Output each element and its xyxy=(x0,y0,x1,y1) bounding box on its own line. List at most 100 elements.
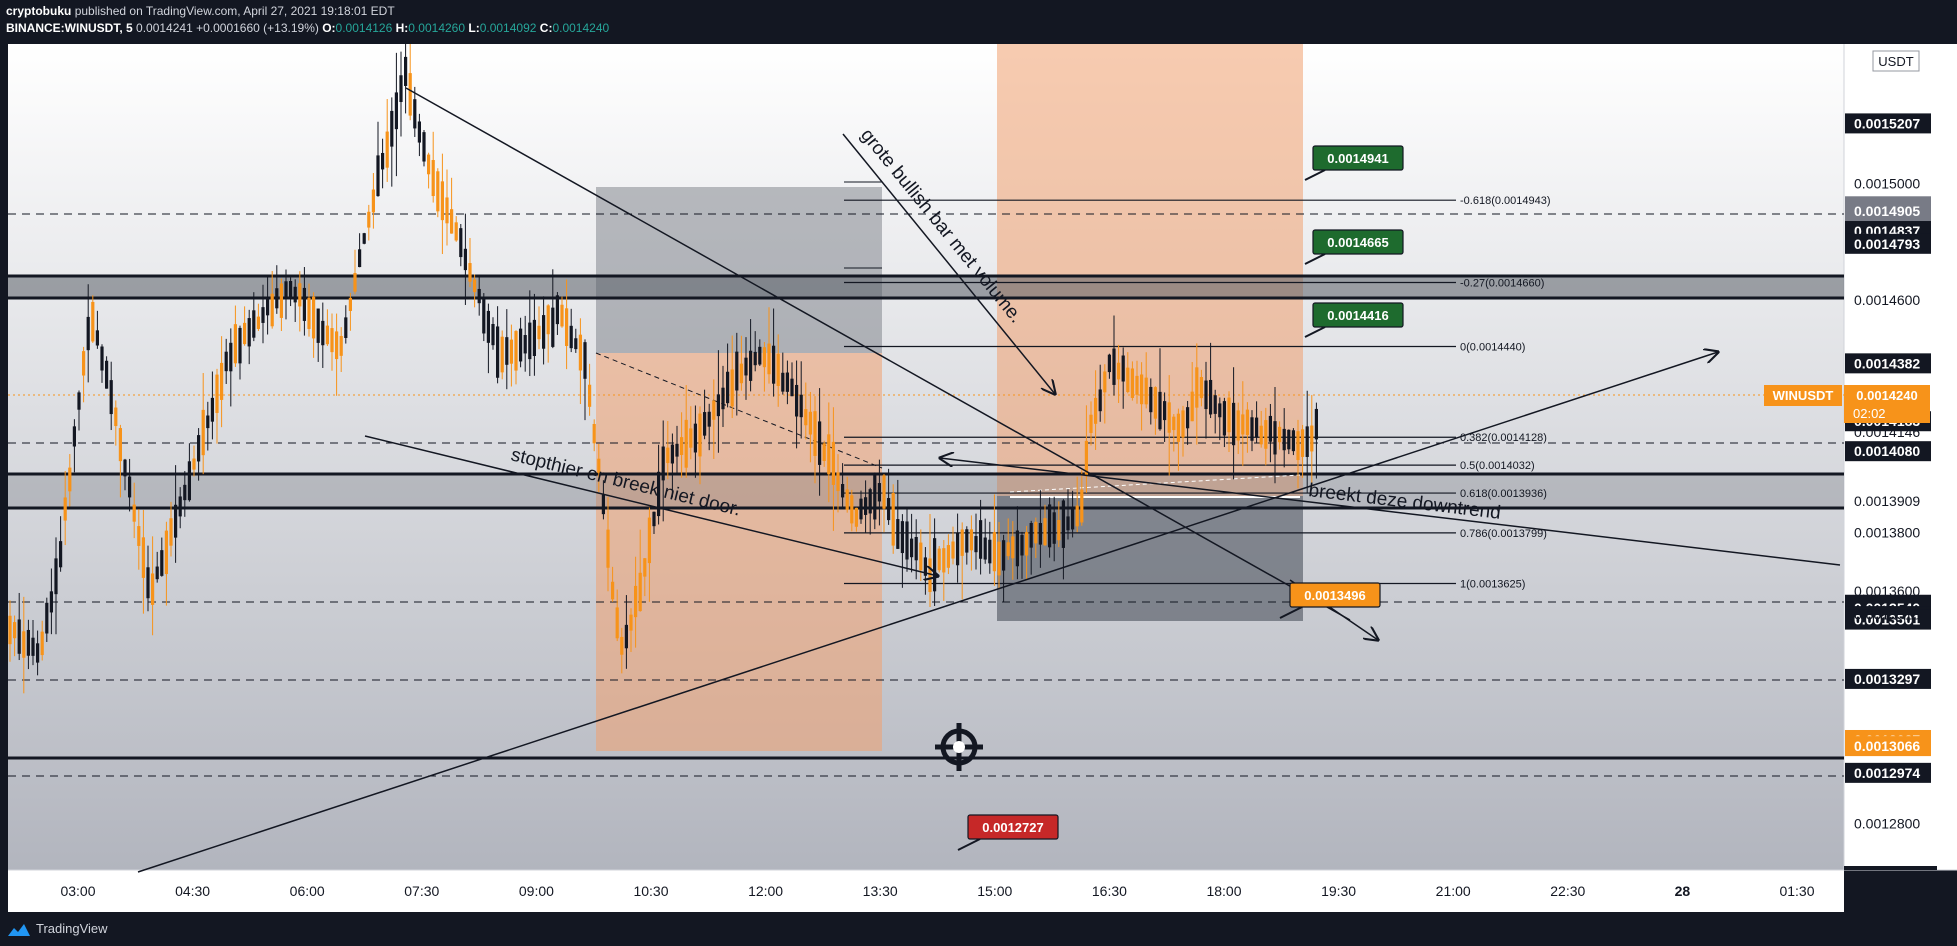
orange-zone-left xyxy=(596,353,882,751)
price-chart[interactable]: -0.618(0.0014943) -0.27(0.0014660) 0(0.001… xyxy=(0,44,1957,912)
time-tick-label: 01:30 xyxy=(1779,883,1814,899)
candle-down xyxy=(900,521,904,554)
candle-up xyxy=(1126,367,1130,393)
candle-up xyxy=(611,581,615,600)
candle-down xyxy=(956,533,960,566)
candlestick-series[interactable] xyxy=(8,44,1318,694)
candle-up xyxy=(1140,374,1144,405)
candle-down xyxy=(261,307,265,323)
candle-down xyxy=(486,310,490,343)
candle-up xyxy=(367,211,371,228)
candle-up xyxy=(114,407,118,427)
candle-down xyxy=(933,538,937,592)
fib-level-label: -0.618(0.0014943) xyxy=(1460,195,1551,207)
candle-down xyxy=(868,489,872,514)
callout-pointer xyxy=(1304,253,1326,265)
callout-box[interactable] xyxy=(967,814,1059,840)
candle-up xyxy=(1103,371,1107,393)
candle-up xyxy=(992,532,996,572)
bullish-bar-arrow[interactable] xyxy=(842,133,1055,394)
bar-countdown: 02:02 xyxy=(1853,406,1886,421)
candle-down xyxy=(569,325,573,349)
last-value: 0.0014241 xyxy=(136,21,193,35)
candle-down xyxy=(532,319,536,356)
crosshair-target-icon[interactable] xyxy=(935,723,983,771)
candle-up xyxy=(546,305,550,335)
symbol-label[interactable]: BINANCE:WINUSDT, 5 xyxy=(6,21,133,35)
candle-down xyxy=(72,426,76,447)
candle-up xyxy=(353,272,357,292)
time-tick-label: 22:30 xyxy=(1550,883,1585,899)
price-label: 0.0013501 xyxy=(1854,612,1920,628)
time-axis[interactable] xyxy=(8,870,1844,912)
time-tick-label: 15:00 xyxy=(977,883,1012,899)
candle-up xyxy=(1025,532,1029,556)
candle-down xyxy=(45,602,49,634)
time-tick-label: 03:00 xyxy=(60,883,95,899)
callout-box[interactable] xyxy=(1312,229,1404,255)
candle-down xyxy=(1273,421,1277,455)
price-label: 0.0014905 xyxy=(1854,203,1920,219)
price-label-bg xyxy=(1845,201,1931,222)
candle-up xyxy=(854,507,858,527)
tradingview-brand[interactable]: TradingView xyxy=(8,921,108,936)
candle-up xyxy=(13,622,17,639)
candle-down xyxy=(77,392,81,410)
candle-up xyxy=(169,518,173,546)
candle-up xyxy=(445,197,449,224)
stop-arrow[interactable] xyxy=(364,435,938,576)
chart-header: cryptobuku published on TradingView.com,… xyxy=(0,0,1957,44)
candle-down xyxy=(790,378,794,397)
price-tick-label: 0.0012800 xyxy=(1854,815,1920,831)
candle-down xyxy=(1061,500,1065,548)
candle-up xyxy=(330,328,334,353)
price-label-bg xyxy=(1845,762,1931,783)
change-value: +0.0001660 (+13.19%) xyxy=(196,21,319,35)
callout-box[interactable] xyxy=(1312,302,1404,328)
callout-box[interactable] xyxy=(1312,145,1404,171)
candle-up xyxy=(620,636,624,655)
time-tick-label: 10:30 xyxy=(633,883,668,899)
candle-up xyxy=(1057,520,1061,541)
candle-up xyxy=(827,434,831,475)
candle-up xyxy=(776,353,780,386)
candle-up xyxy=(514,331,518,371)
candle-up xyxy=(450,209,454,234)
downtrend-line-right[interactable] xyxy=(940,458,1841,566)
candle-down xyxy=(703,412,707,436)
candle-down xyxy=(302,287,306,321)
candle-up xyxy=(1117,362,1121,380)
low-value: 0.0014092 xyxy=(479,21,537,35)
price-label-bg xyxy=(1845,441,1931,462)
time-tick-label: 06:00 xyxy=(290,883,325,899)
open-value: 0.0014126 xyxy=(335,21,393,35)
candle-down xyxy=(896,519,900,549)
resistance-band xyxy=(8,276,1844,298)
price-label: 0.0015207 xyxy=(1854,115,1920,131)
candle-up xyxy=(565,308,569,347)
candle-up xyxy=(325,325,329,345)
fibonacci-levels[interactable]: -0.618(0.0014943) -0.27(0.0014660) 0(0.001… xyxy=(844,195,1551,591)
currency-label-box: USDT xyxy=(1872,50,1920,72)
candle-up xyxy=(1181,410,1185,438)
candle-up xyxy=(279,283,283,318)
candle-down xyxy=(523,335,527,354)
candle-up xyxy=(946,545,950,568)
candle-down xyxy=(1255,417,1259,438)
candle-up xyxy=(468,263,472,282)
author-name[interactable]: cryptobuku xyxy=(6,4,72,18)
candle-up xyxy=(22,631,26,658)
uptrend-arrow[interactable] xyxy=(137,352,1718,873)
candle-up xyxy=(942,548,946,573)
downtrend-line-main[interactable] xyxy=(405,87,1351,621)
candle-up xyxy=(1301,429,1305,457)
callout-box[interactable] xyxy=(1289,582,1381,608)
candle-up xyxy=(638,572,642,612)
candle-down xyxy=(1163,401,1167,421)
price-callouts[interactable]: 0.0014941 0.0014665 0.0014416 0.0013496 0.00… xyxy=(957,145,1404,851)
candle-down xyxy=(284,281,288,299)
publish-info: cryptobuku published on TradingView.com,… xyxy=(6,4,395,18)
candle-down xyxy=(887,498,891,521)
candle-down xyxy=(735,351,739,391)
candle-down xyxy=(1107,354,1111,373)
